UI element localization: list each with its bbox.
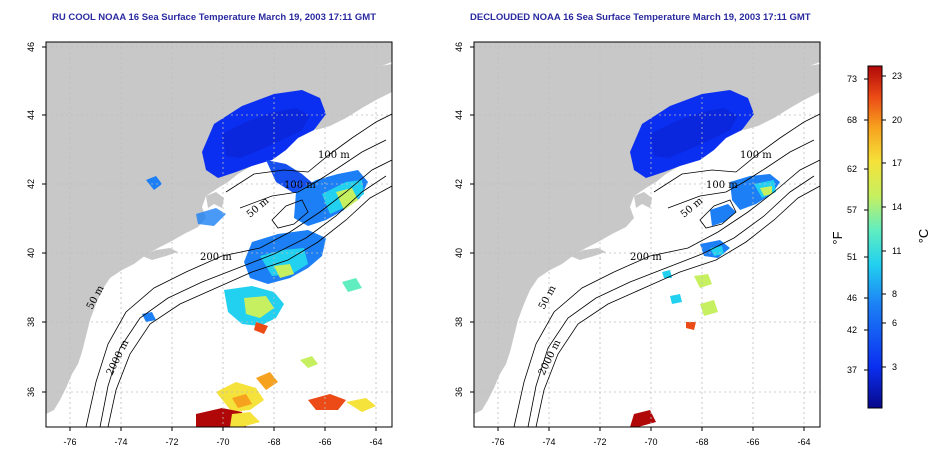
temperature-colorbar: 73 68 62 57 51 46 42 37 23 20 17 14 11 8…	[830, 65, 931, 409]
celsius-tick: 6	[892, 318, 897, 328]
right-map-panel: 100 m 100 m 50 m 200 m 50 m 2000 m	[473, 41, 821, 428]
contour-label: 100 m	[740, 150, 772, 161]
lon-tick-label: -66	[318, 437, 331, 447]
fahrenheit-tick: 51	[847, 252, 857, 262]
contour-label: 200 m	[200, 252, 232, 263]
fahrenheit-tick: 73	[847, 74, 857, 84]
bathymetry-contours	[513, 113, 821, 428]
fahrenheit-tick: 62	[847, 164, 857, 174]
lon-tick-label: -70	[644, 437, 657, 447]
lat-tick-label: 36	[26, 387, 36, 397]
left-map-panel: 100 m 100 m 50 m 200 m 50 m 2000 m	[45, 41, 393, 428]
lon-tick-label: -70	[216, 437, 229, 447]
fahrenheit-tick: 37	[847, 365, 857, 375]
lon-tick-label: -68	[695, 437, 708, 447]
celsius-tick: 11	[892, 246, 901, 256]
lat-tick-label: 46	[454, 42, 464, 52]
celsius-tick: 23	[892, 71, 902, 81]
lat-tick-label: 40	[26, 248, 36, 258]
lon-tick-label: -68	[267, 437, 280, 447]
contour-label: 100 m	[706, 180, 738, 191]
lat-tick-label: 44	[26, 110, 36, 120]
celsius-tick: 20	[892, 115, 902, 125]
lat-tick-label: 38	[454, 317, 464, 327]
lon-tick-label: -72	[165, 437, 178, 447]
lon-tick-label: -76	[63, 437, 76, 447]
lon-tick-label: -74	[114, 437, 127, 447]
contour-label: 100 m	[284, 180, 316, 191]
celsius-tick: 14	[892, 202, 902, 212]
contour-label: 200 m	[630, 252, 662, 263]
lat-tick-label: 42	[454, 179, 464, 189]
celsius-tick: 3	[892, 362, 897, 372]
fahrenheit-tick: 57	[847, 205, 857, 215]
right-axes: -76 -74 -72 -70 -68 -66 -64 46 44 42 40 …	[454, 42, 811, 447]
lat-tick-label: 36	[454, 387, 464, 397]
left-map-title: RU COOL NOAA 16 Sea Surface Temperature …	[52, 12, 377, 23]
lon-tick-label: -76	[491, 437, 504, 447]
celsius-unit-label: °C	[916, 229, 931, 244]
lat-tick-label: 40	[454, 248, 464, 258]
left-axes: -76 -74 -72 -70 -68 -66 -64 46 44 42 40 …	[26, 42, 383, 447]
lat-tick-label: 44	[454, 110, 464, 120]
fahrenheit-tick: 46	[847, 293, 857, 303]
lon-tick-label: -66	[746, 437, 759, 447]
lon-tick-label: -74	[542, 437, 555, 447]
bathymetry-contours	[85, 113, 393, 428]
lat-tick-label: 38	[26, 317, 36, 327]
lat-tick-label: 46	[26, 42, 36, 52]
right-map-title: DECLOUDED NOAA 16 Sea Surface Temperatur…	[470, 12, 811, 23]
fahrenheit-unit-label: °F	[830, 231, 845, 244]
lat-tick-label: 42	[26, 179, 36, 189]
lon-tick-label: -64	[797, 437, 810, 447]
celsius-tick: 8	[892, 289, 897, 299]
lon-tick-label: -72	[593, 437, 606, 447]
contour-label: 100 m	[318, 150, 350, 161]
fahrenheit-tick: 68	[847, 115, 857, 125]
celsius-tick: 17	[892, 158, 902, 168]
lon-tick-label: -64	[369, 437, 382, 447]
fahrenheit-tick: 42	[847, 325, 857, 335]
